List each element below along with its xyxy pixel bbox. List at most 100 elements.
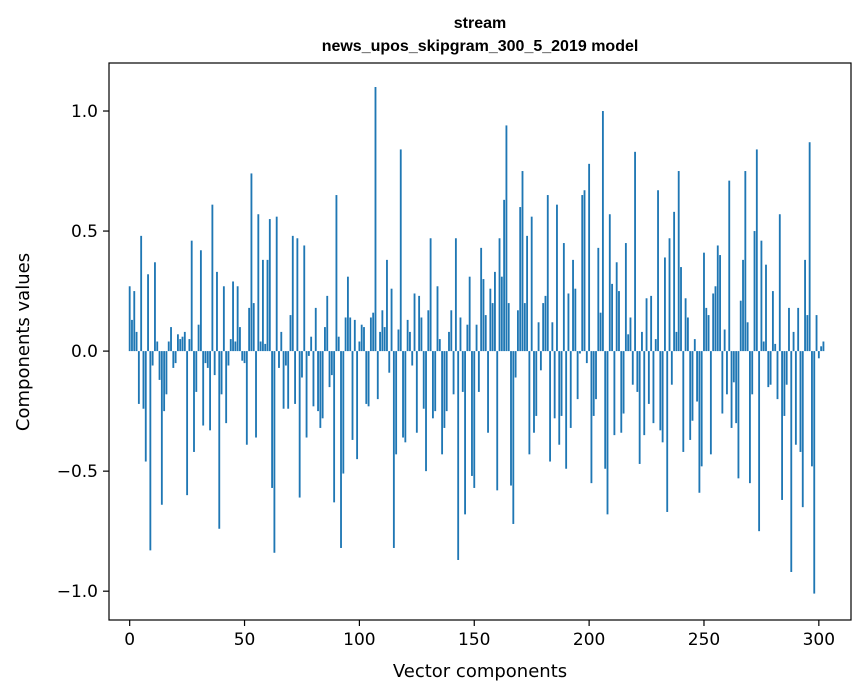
bar: [275, 216, 278, 352]
bar: [291, 235, 294, 352]
bar: [298, 351, 301, 498]
bar: [657, 190, 659, 352]
bar: [634, 151, 636, 352]
bar: [785, 351, 788, 385]
bar: [172, 351, 175, 368]
bars-group: [128, 87, 825, 594]
bar: [367, 351, 370, 407]
bar: [769, 351, 772, 385]
bar: [624, 243, 627, 352]
bar: [324, 327, 326, 352]
bar: [197, 324, 200, 352]
bar: [420, 317, 423, 352]
bar: [776, 351, 779, 400]
bar: [199, 250, 202, 352]
x-axis: 0 50 100 150 200 250 300: [124, 620, 835, 650]
bar: [229, 339, 232, 352]
bar: [620, 351, 623, 433]
bar: [409, 331, 411, 352]
bar: [716, 245, 719, 352]
bar: [142, 351, 145, 409]
x-tick-label: 0: [124, 630, 135, 650]
bar: [530, 216, 533, 352]
bar: [480, 247, 483, 352]
bar: [473, 351, 476, 488]
bar: [703, 252, 705, 352]
y-tick-label: −1.0: [57, 582, 98, 602]
bar: [670, 351, 673, 385]
bar: [811, 351, 813, 467]
bar: [346, 276, 349, 352]
bar: [328, 351, 331, 388]
bar: [726, 351, 728, 395]
bar: [135, 331, 138, 352]
bar: [434, 351, 437, 412]
bar: [631, 351, 634, 385]
bar: [337, 336, 340, 352]
bar: [303, 245, 306, 352]
bar: [551, 322, 554, 352]
bar: [213, 351, 216, 376]
bar: [395, 351, 398, 455]
bar: [266, 259, 269, 352]
bar: [549, 351, 551, 462]
x-tick-label: 50: [234, 630, 256, 650]
bar: [560, 351, 563, 416]
bar: [177, 334, 179, 352]
bar: [358, 341, 361, 352]
y-tick-label: −0.5: [57, 462, 98, 482]
bar: [271, 351, 274, 488]
bar: [464, 351, 466, 515]
bar: [425, 351, 427, 472]
bar: [179, 339, 182, 352]
bar: [696, 351, 699, 402]
bar: [381, 310, 384, 352]
x-tick-label: 100: [343, 630, 375, 650]
bar: [484, 315, 487, 352]
bar: [746, 322, 749, 352]
bar: [287, 351, 290, 409]
bar: [133, 291, 136, 352]
bar: [340, 351, 342, 548]
bar: [241, 351, 244, 361]
bar: [601, 111, 604, 352]
bar: [399, 149, 402, 352]
bar: [307, 351, 310, 356]
bar: [468, 276, 471, 352]
bar: [280, 331, 283, 352]
bar: [505, 125, 508, 352]
bar: [592, 351, 595, 416]
bar: [448, 331, 450, 352]
bar: [406, 319, 409, 352]
x-axis-label: Vector components: [393, 661, 567, 682]
bar: [760, 240, 763, 352]
bar: [673, 211, 676, 352]
bar: [641, 331, 643, 352]
bar: [131, 319, 133, 352]
bar: [392, 351, 395, 548]
bar: [154, 262, 156, 352]
bar: [556, 204, 558, 352]
bar: [730, 351, 733, 428]
bar: [236, 286, 239, 352]
bar: [252, 303, 255, 352]
bar: [482, 279, 485, 352]
bar: [659, 351, 662, 431]
bar: [512, 351, 515, 524]
bar: [257, 214, 260, 352]
bar: [516, 310, 519, 352]
bar: [369, 317, 372, 352]
bar: [289, 315, 292, 352]
bar: [686, 317, 689, 352]
bar: [411, 351, 414, 366]
bar: [160, 351, 163, 505]
bar: [282, 351, 285, 409]
bar: [801, 351, 804, 508]
bar: [615, 262, 618, 352]
bar: [558, 351, 561, 445]
bar: [438, 339, 441, 352]
bar: [211, 204, 214, 352]
bar: [427, 310, 430, 352]
bar: [372, 312, 375, 352]
bar: [140, 235, 143, 352]
